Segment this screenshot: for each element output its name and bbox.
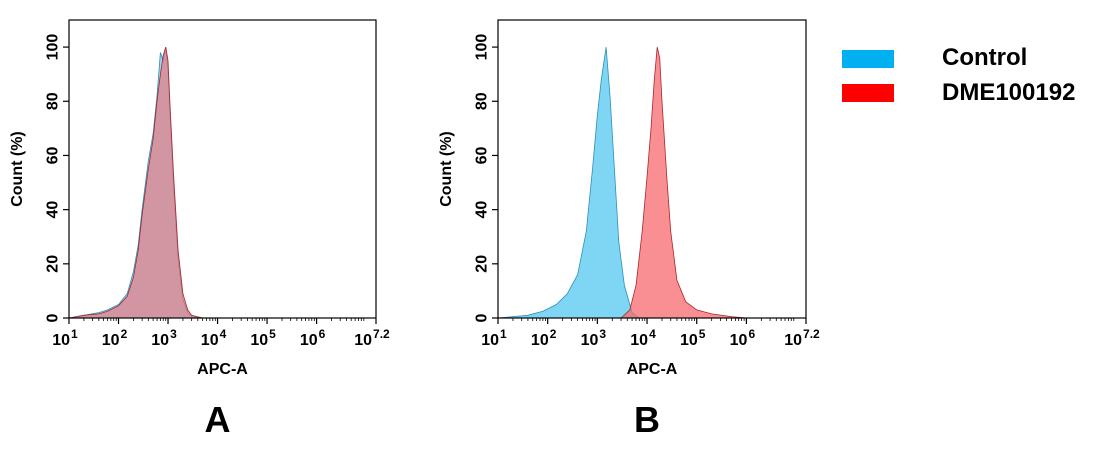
x-tick-label: 104 <box>201 327 227 349</box>
x-tick-label: 103 <box>151 327 177 349</box>
legend-swatch-dme100192 <box>842 84 894 102</box>
x-tick-label: 107.2 <box>784 327 820 349</box>
x-axis-title: APC-A <box>627 361 678 378</box>
y-tick-label: 0 <box>45 313 62 322</box>
y-tick-label: 80 <box>474 92 491 110</box>
panel-label: A <box>205 399 231 440</box>
y-axis-title: Count (%) <box>438 131 455 207</box>
y-tick-label: 20 <box>45 255 62 273</box>
y-tick-label: 40 <box>45 201 62 219</box>
legend-label-control: Control <box>942 44 1027 71</box>
series-area-dme100192 <box>68 46 203 319</box>
y-tick-label: 40 <box>474 201 491 219</box>
x-tick-label: 105 <box>250 327 276 349</box>
histogram-panel-b: 0 20 40 60 80 100 101 102 103 104 105 106 107.2 APC-A… <box>438 19 820 440</box>
y-tick-label: 80 <box>45 92 62 110</box>
plot-frame <box>68 19 377 319</box>
x-axis-title: APC-A <box>197 361 248 378</box>
y-tick-label: 0 <box>474 313 491 322</box>
x-tick-label: 102 <box>102 327 128 349</box>
y-tick-label: 60 <box>474 146 491 164</box>
legend-swatch-control <box>842 50 894 68</box>
y-tick-label: 20 <box>474 255 491 273</box>
histogram-panel-a: 0 20 40 60 80 100 101 102 103 104 105 106 107.2 APC-A… <box>9 19 390 440</box>
legend-label-dme100192: DME100192 <box>942 79 1075 106</box>
legend: Control DME100192 <box>842 44 1075 106</box>
x-tick-label: 104 <box>630 327 656 349</box>
y-tick-label: 100 <box>45 34 62 61</box>
x-tick-label: 101 <box>481 327 507 349</box>
series-area-dme100192 <box>620 47 747 319</box>
x-tick-label: 105 <box>680 327 706 349</box>
y-axis-title: Count (%) <box>9 131 26 207</box>
y-tick-label: 60 <box>45 146 62 164</box>
x-tick-label: 106 <box>730 327 756 349</box>
panel-label: B <box>634 399 660 440</box>
x-tick-label: 107.2 <box>354 327 390 349</box>
y-tick-label: 100 <box>474 34 491 61</box>
x-tick-label: 106 <box>300 327 326 349</box>
x-tick-label: 103 <box>581 327 607 349</box>
series-area-control <box>497 47 641 319</box>
x-tick-label: 102 <box>531 327 557 349</box>
x-tick-label: 101 <box>52 327 78 349</box>
plot-frame <box>497 19 807 319</box>
